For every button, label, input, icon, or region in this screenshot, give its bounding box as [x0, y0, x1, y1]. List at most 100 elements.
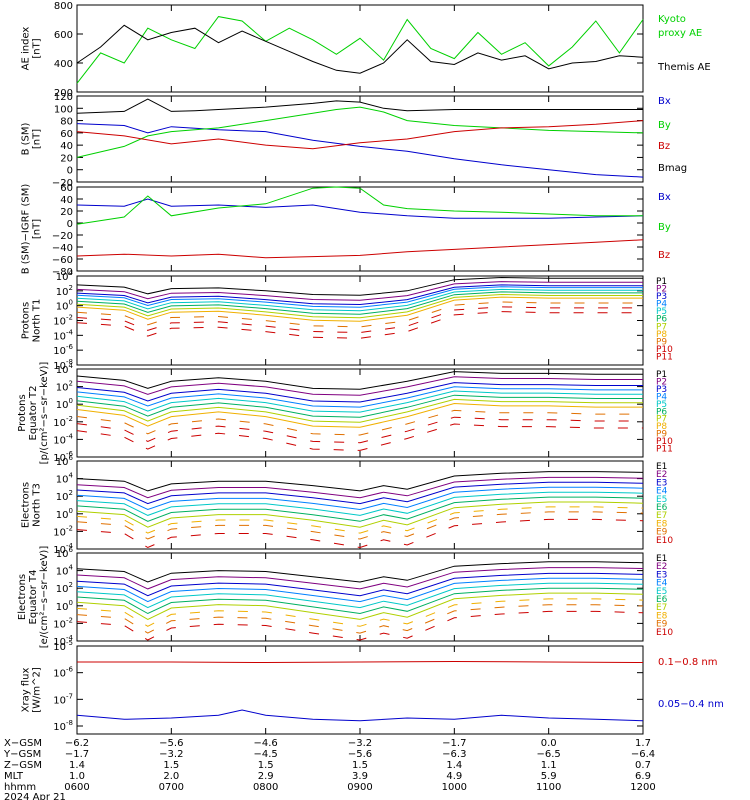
channel-line: [76, 371, 643, 390]
y-tick-label: 0: [67, 219, 73, 230]
channel-line: [76, 518, 644, 549]
channel-label: P10: [656, 437, 673, 447]
y-tick-label: 400: [54, 59, 73, 70]
channel-label: E10: [656, 628, 673, 638]
xaxis-row-value: 1200: [630, 782, 655, 793]
y-tick-label: 104: [56, 269, 74, 283]
y-axis-label: North T3: [32, 483, 43, 527]
xaxis-row-value: −1.7: [65, 749, 89, 760]
channel-label: E7: [656, 511, 667, 521]
y-tick-label: 10-8: [53, 719, 73, 733]
y-tick-label: 60: [60, 129, 73, 140]
channel-line: [76, 506, 644, 534]
legend-label: proxy AE: [658, 28, 702, 39]
y-tick-label: 40: [60, 141, 73, 152]
y-tick-label: 800: [54, 1, 73, 12]
y-tick-label: 600: [54, 30, 73, 41]
channel-label: E9: [656, 620, 668, 630]
channel-line: [76, 582, 644, 609]
channel-line: [76, 471, 644, 492]
y-tick-label: 10-2: [53, 616, 73, 630]
y-axis-label: Equator T4: [28, 570, 39, 625]
xaxis-row-value: 1000: [442, 782, 467, 793]
y-tick-label: 104: [56, 472, 74, 486]
y-tick-label: 10-4: [53, 634, 73, 648]
channel-line: [76, 416, 643, 444]
channel-line: [76, 491, 644, 516]
y-axis-label: AE index: [21, 27, 32, 71]
channel-line: [76, 376, 643, 396]
channel-line: [76, 610, 644, 641]
y-tick-label: 20: [60, 153, 73, 164]
xaxis-row-value: 1.5: [163, 760, 179, 771]
xaxis-row-value: 0.0: [541, 738, 557, 749]
channel-label: P1: [656, 277, 667, 287]
channel-line: [76, 386, 643, 408]
series-line: [76, 198, 644, 219]
xaxis-row-label: MLT: [4, 771, 24, 782]
y-tick-label: 100: [56, 599, 73, 613]
channel-label: E8: [656, 611, 668, 621]
y-axis-label: B (SM)−IGRF (SM): [21, 184, 32, 275]
channel-label: E8: [656, 519, 668, 529]
channel-label: E3: [656, 478, 667, 488]
legend-label: Bmag: [658, 163, 687, 174]
y-axis-label: [e/(cm²−s−sr−keV)]: [39, 546, 50, 649]
xaxis-row-label: hhmm: [4, 782, 36, 793]
xaxis-row-value: 1.4: [69, 760, 85, 771]
channel-line: [76, 301, 643, 328]
channel-label: E4: [656, 579, 668, 589]
channel-line: [76, 293, 643, 319]
panel-frame: [76, 186, 644, 272]
panel-8: 10-5 10-6 10-7 10-8 Xray flux [W/m^2] 0.1−0.8 …: [21, 639, 724, 735]
legend-label: Bx: [658, 96, 671, 107]
xaxis-row-value: 0700: [159, 782, 184, 793]
y-axis-label: [W/m^2]: [32, 667, 43, 713]
panel-1: 800 600 400 200 AE index [nT] Kyoto proxy AE The…: [21, 1, 711, 99]
y-tick-label: −60: [52, 255, 73, 266]
channel-label: E2: [656, 562, 667, 572]
channel-line: [76, 476, 644, 499]
y-axis-label: [p/(cm²−s−sr−keV)]: [39, 362, 50, 465]
xaxis-row-label: Y−GSM: [3, 749, 41, 760]
channel-label: P3: [656, 292, 667, 302]
panel-frame: [76, 4, 644, 93]
y-tick-label: 100: [56, 299, 73, 313]
xaxis-row-value: −4.6: [254, 738, 278, 749]
channel-label: P11: [656, 352, 673, 362]
series-line: [76, 123, 644, 178]
y-tick-label: 10-6: [53, 450, 73, 464]
xaxis-row-value: −6.4: [631, 749, 655, 760]
xaxis-row-value: −6.3: [442, 749, 466, 760]
series-line: [77, 660, 644, 664]
y-tick-label: 104: [56, 362, 74, 376]
channel-line: [76, 496, 644, 522]
channel-line: [76, 501, 644, 528]
channel-line: [76, 423, 643, 451]
channel-label: P4: [656, 300, 667, 310]
channel-line: [76, 511, 644, 540]
y-tick-label: 104: [56, 564, 74, 578]
panel-7: 106 104 102 100 10-2 10-4 Electrons Equator T4[…: [17, 546, 673, 649]
y-tick-label: −40: [52, 243, 73, 254]
y-tick-label: 106: [56, 546, 74, 560]
channel-line: [76, 592, 644, 620]
channel-label: E5: [656, 587, 667, 597]
xaxis-row-value: 5.9: [541, 771, 557, 782]
y-tick-label: 100: [56, 397, 73, 411]
channel-label: P9: [656, 430, 667, 440]
channel-label: P6: [656, 407, 667, 417]
y-axis-label: [nT]: [32, 38, 43, 58]
y-tick-label: 10-2: [53, 524, 73, 538]
date-label: 2024 Apr 21: [4, 792, 66, 800]
channel-line: [76, 567, 644, 590]
y-axis-label: [nT]: [32, 129, 43, 149]
channel-line: [76, 288, 643, 312]
y-tick-label: 10-8: [53, 358, 73, 372]
channel-label: P2: [656, 377, 667, 387]
channel-label: E10: [656, 536, 673, 546]
y-axis-label: Xray flux: [21, 668, 32, 713]
y-axis-label: B (SM): [21, 122, 32, 155]
